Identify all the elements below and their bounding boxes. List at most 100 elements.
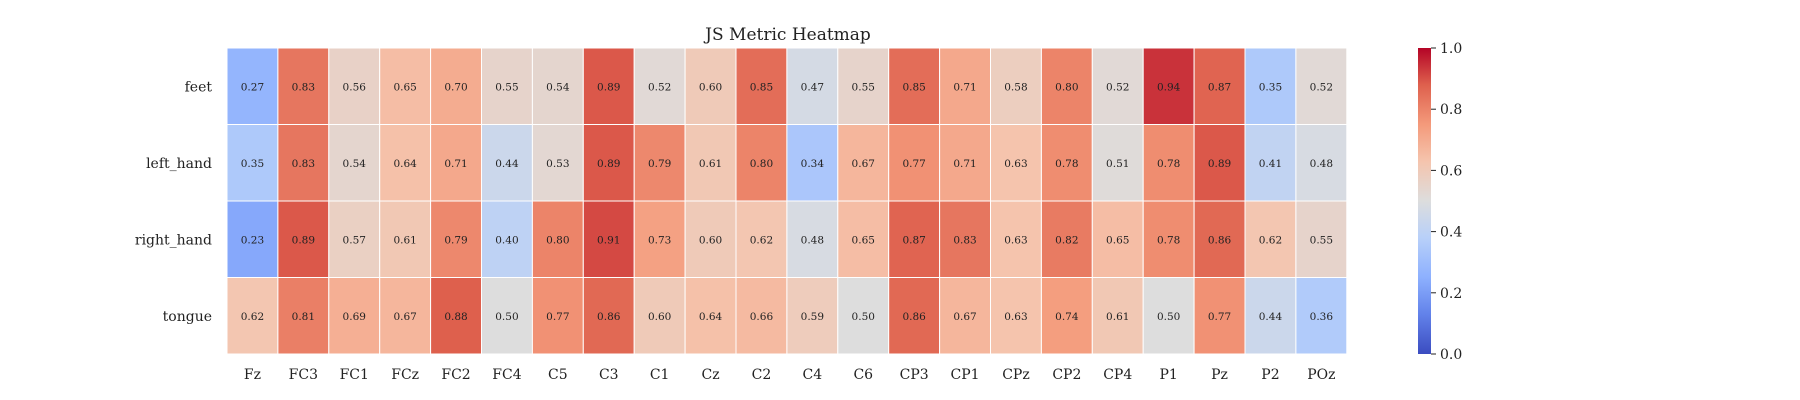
heatmap-cell xyxy=(582,47,635,125)
heatmap-cell xyxy=(633,277,686,355)
heatmap-cell xyxy=(1295,124,1348,202)
cell-value-label: 0.51 xyxy=(1106,158,1129,170)
heatmap-cell xyxy=(531,124,584,202)
cell-value-label: 0.36 xyxy=(1310,311,1334,323)
heatmap-cell xyxy=(786,47,839,125)
cell-value-label: 0.71 xyxy=(444,158,467,170)
cell-value-label: 0.60 xyxy=(699,81,722,93)
cell-value-label: 0.89 xyxy=(292,234,315,246)
x-tick-label: CP2 xyxy=(1052,367,1081,383)
cell-value-label: 0.79 xyxy=(444,234,467,246)
cell-value-label: 0.50 xyxy=(495,311,518,323)
x-tick-label: Fz xyxy=(244,367,261,383)
cell-value-label: 0.65 xyxy=(393,81,416,93)
cell-value-label: 0.60 xyxy=(699,234,722,246)
colorbar-gradient xyxy=(1418,48,1431,354)
heatmap-cell xyxy=(582,277,635,355)
y-tick-label: tongue xyxy=(163,309,212,325)
cell-value-label: 0.87 xyxy=(902,234,925,246)
x-tick-label: CP4 xyxy=(1103,367,1132,383)
cell-value-label: 0.89 xyxy=(1208,158,1231,170)
heatmap-cell xyxy=(735,277,788,355)
cell-value-label: 0.52 xyxy=(1106,81,1129,93)
heatmap-cell xyxy=(481,200,533,278)
cell-value-label: 0.78 xyxy=(1055,158,1078,170)
x-tick-label: FC1 xyxy=(340,367,369,383)
cell-value-label: 0.63 xyxy=(1004,158,1027,170)
cell-value-label: 0.86 xyxy=(1208,234,1232,246)
cell-value-label: 0.47 xyxy=(801,81,824,93)
cell-value-label: 0.86 xyxy=(597,311,621,323)
heatmap-cell xyxy=(1091,277,1144,355)
heatmap-cell xyxy=(379,277,432,355)
x-tick-label: CP1 xyxy=(951,367,980,383)
heatmap-cell xyxy=(1193,47,1246,125)
heatmap-cell xyxy=(1091,47,1144,125)
x-tick-label: FC3 xyxy=(289,367,318,383)
heatmap-cell xyxy=(786,277,839,355)
cell-value-label: 0.52 xyxy=(648,81,671,93)
colorbar-tick-label: 1.0 xyxy=(1440,41,1462,57)
colorbar-tick-label: 0.2 xyxy=(1440,286,1462,302)
heatmap-cell xyxy=(1142,277,1195,355)
heatmap-cell xyxy=(379,200,432,278)
colorbar: 0.0 0.2 0.4 0.6 0.8 1.0 xyxy=(1418,41,1462,363)
cell-value-label: 0.80 xyxy=(546,234,569,246)
colorbar-tick-label: 0.6 xyxy=(1440,163,1462,179)
colorbar-tick-label: 0.4 xyxy=(1440,225,1462,241)
heatmap-cell xyxy=(1142,47,1195,125)
x-tick-label: C6 xyxy=(853,367,873,383)
cell-value-label: 0.54 xyxy=(343,158,367,170)
heatmap-cell xyxy=(430,200,483,278)
heatmap-cell xyxy=(990,277,1042,355)
x-axis-labels: Fz FC3 FC1 FCz FC2 FC4 C5 C3 C1 Cz C2 C4 C6 CP3 CP1 CPz… xyxy=(244,367,1336,383)
cell-value-label: 0.35 xyxy=(241,158,264,170)
cell-value-label: 0.52 xyxy=(1310,81,1333,93)
heatmap-cells: 0.27 0.83 0.56 0.65 0.70 0.55 0.54 0.89 0.52 0.60… xyxy=(226,47,1348,355)
heatmap-cell xyxy=(1295,277,1348,355)
cell-value-label: 0.55 xyxy=(495,81,518,93)
heatmap-cell xyxy=(328,200,381,278)
x-tick-label: FCz xyxy=(391,367,419,383)
cell-value-label: 0.48 xyxy=(801,234,824,246)
cell-value-label: 0.67 xyxy=(852,158,875,170)
cell-value-label: 0.80 xyxy=(750,158,773,170)
x-tick-label: CP3 xyxy=(900,367,929,383)
cell-value-label: 0.50 xyxy=(852,311,875,323)
cell-value-label: 0.85 xyxy=(750,81,773,93)
heatmap-cell xyxy=(990,47,1042,125)
cell-value-label: 0.53 xyxy=(546,158,569,170)
heatmap-cell xyxy=(1244,124,1297,202)
cell-value-label: 0.83 xyxy=(292,158,315,170)
cell-value-label: 0.73 xyxy=(648,234,671,246)
cell-value-label: 0.48 xyxy=(1310,158,1333,170)
x-tick-label: POz xyxy=(1307,367,1335,383)
heatmap-cell xyxy=(1040,124,1093,202)
heatmap-cell xyxy=(1091,124,1144,202)
heatmap-cell xyxy=(1244,277,1297,355)
x-tick-label: Cz xyxy=(702,367,720,383)
cell-value-label: 0.65 xyxy=(1106,234,1129,246)
heatmap-cell xyxy=(1193,200,1246,278)
heatmap-cell xyxy=(226,47,279,125)
heatmap-cell xyxy=(531,200,584,278)
chart-title: JS Metric Heatmap xyxy=(703,25,871,45)
heatmap-cell xyxy=(481,277,533,355)
cell-value-label: 0.57 xyxy=(343,234,366,246)
cell-value-label: 0.63 xyxy=(1004,234,1027,246)
cell-value-label: 0.89 xyxy=(597,81,620,93)
cell-value-label: 0.77 xyxy=(1208,311,1231,323)
cell-value-label: 0.86 xyxy=(902,311,926,323)
cell-value-label: 0.34 xyxy=(801,158,825,170)
heatmap-cell xyxy=(328,124,381,202)
heatmap-cell xyxy=(735,200,788,278)
cell-value-label: 0.67 xyxy=(393,311,416,323)
cell-value-label: 0.55 xyxy=(852,81,875,93)
heatmap-cell xyxy=(633,124,686,202)
heatmap-cell xyxy=(684,200,737,278)
heatmap-cell xyxy=(1040,277,1093,355)
cell-value-label: 0.44 xyxy=(495,158,519,170)
y-tick-label: left_hand xyxy=(146,156,212,172)
x-tick-label: P1 xyxy=(1159,367,1177,383)
cell-value-label: 0.64 xyxy=(699,311,723,323)
